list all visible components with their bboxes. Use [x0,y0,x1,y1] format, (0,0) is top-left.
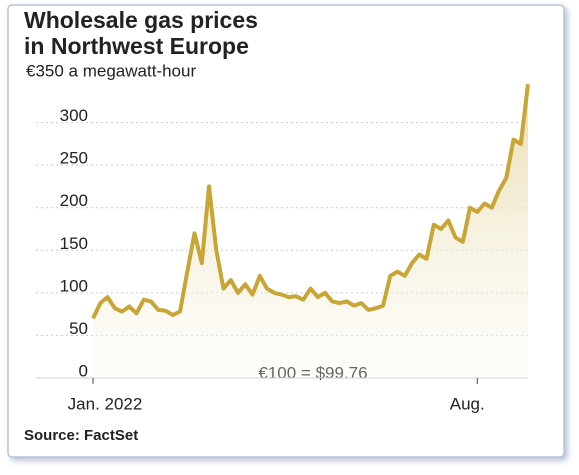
y-tick-label: 150 [60,234,88,253]
y-tick-label: 100 [60,276,88,295]
price-line [91,84,530,320]
area [93,84,528,379]
y-tick-label: 250 [60,149,88,168]
chart-title: Wholesale gas prices in Northwest Europe [24,7,264,59]
y-tick-label: 200 [60,191,88,210]
source: Source: FactSet [24,427,138,444]
y-tick-label: 50 [69,319,88,338]
x-tick-label: Aug. [450,394,485,413]
y-tick-label: €350 a megawatt-hour [26,61,196,80]
y-tick-label: 0 [79,361,88,380]
x-tick-label: Jan. 2022 [68,394,143,413]
y-tick-label: 300 [60,106,88,125]
